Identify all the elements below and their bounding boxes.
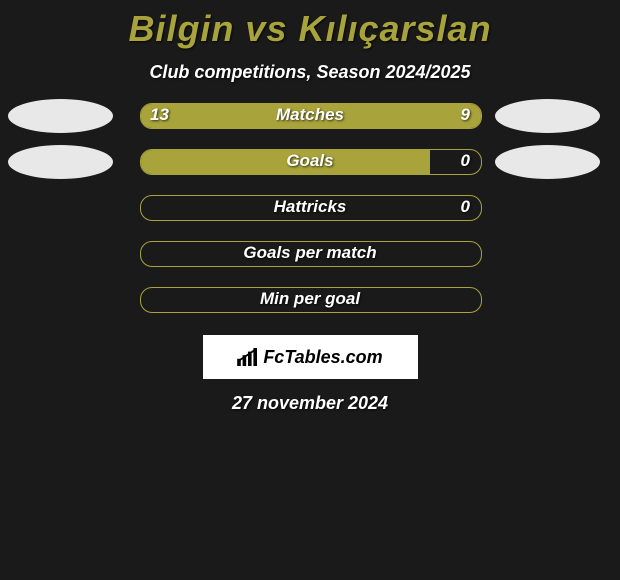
stat-bar (140, 103, 482, 129)
logo-text: FcTables.com (237, 347, 382, 368)
stat-value-right: 0 (461, 197, 470, 217)
comparison-widget: Bilgin vs Kılıçarslan Club competitions, … (0, 8, 620, 580)
stat-row: Min per goal (0, 287, 620, 313)
page-title: Bilgin vs Kılıçarslan (0, 8, 620, 50)
stat-value-right: 0 (461, 151, 470, 171)
stat-row: Goals0 (0, 149, 620, 175)
stat-value-right: 9 (461, 105, 470, 125)
avatar-left (8, 99, 113, 133)
logo-label: FcTables.com (263, 347, 382, 368)
avatar-right (495, 145, 600, 179)
avatar-left (8, 145, 113, 179)
bar-chart-icon (237, 348, 259, 366)
stat-bar-fill-left (141, 104, 342, 128)
subtitle: Club competitions, Season 2024/2025 (0, 62, 620, 83)
stat-row: Goals per match (0, 241, 620, 267)
date: 27 november 2024 (0, 393, 620, 414)
stat-bar (140, 149, 482, 175)
stat-bar (140, 287, 482, 313)
stat-bar-fill-left (141, 150, 430, 174)
stat-row: Hattricks0 (0, 195, 620, 221)
stat-bar (140, 195, 482, 221)
stat-value-left: 13 (150, 105, 169, 125)
stat-bar (140, 241, 482, 267)
stat-row: Matches139 (0, 103, 620, 129)
avatar-right (495, 99, 600, 133)
logo-box[interactable]: FcTables.com (203, 335, 418, 379)
